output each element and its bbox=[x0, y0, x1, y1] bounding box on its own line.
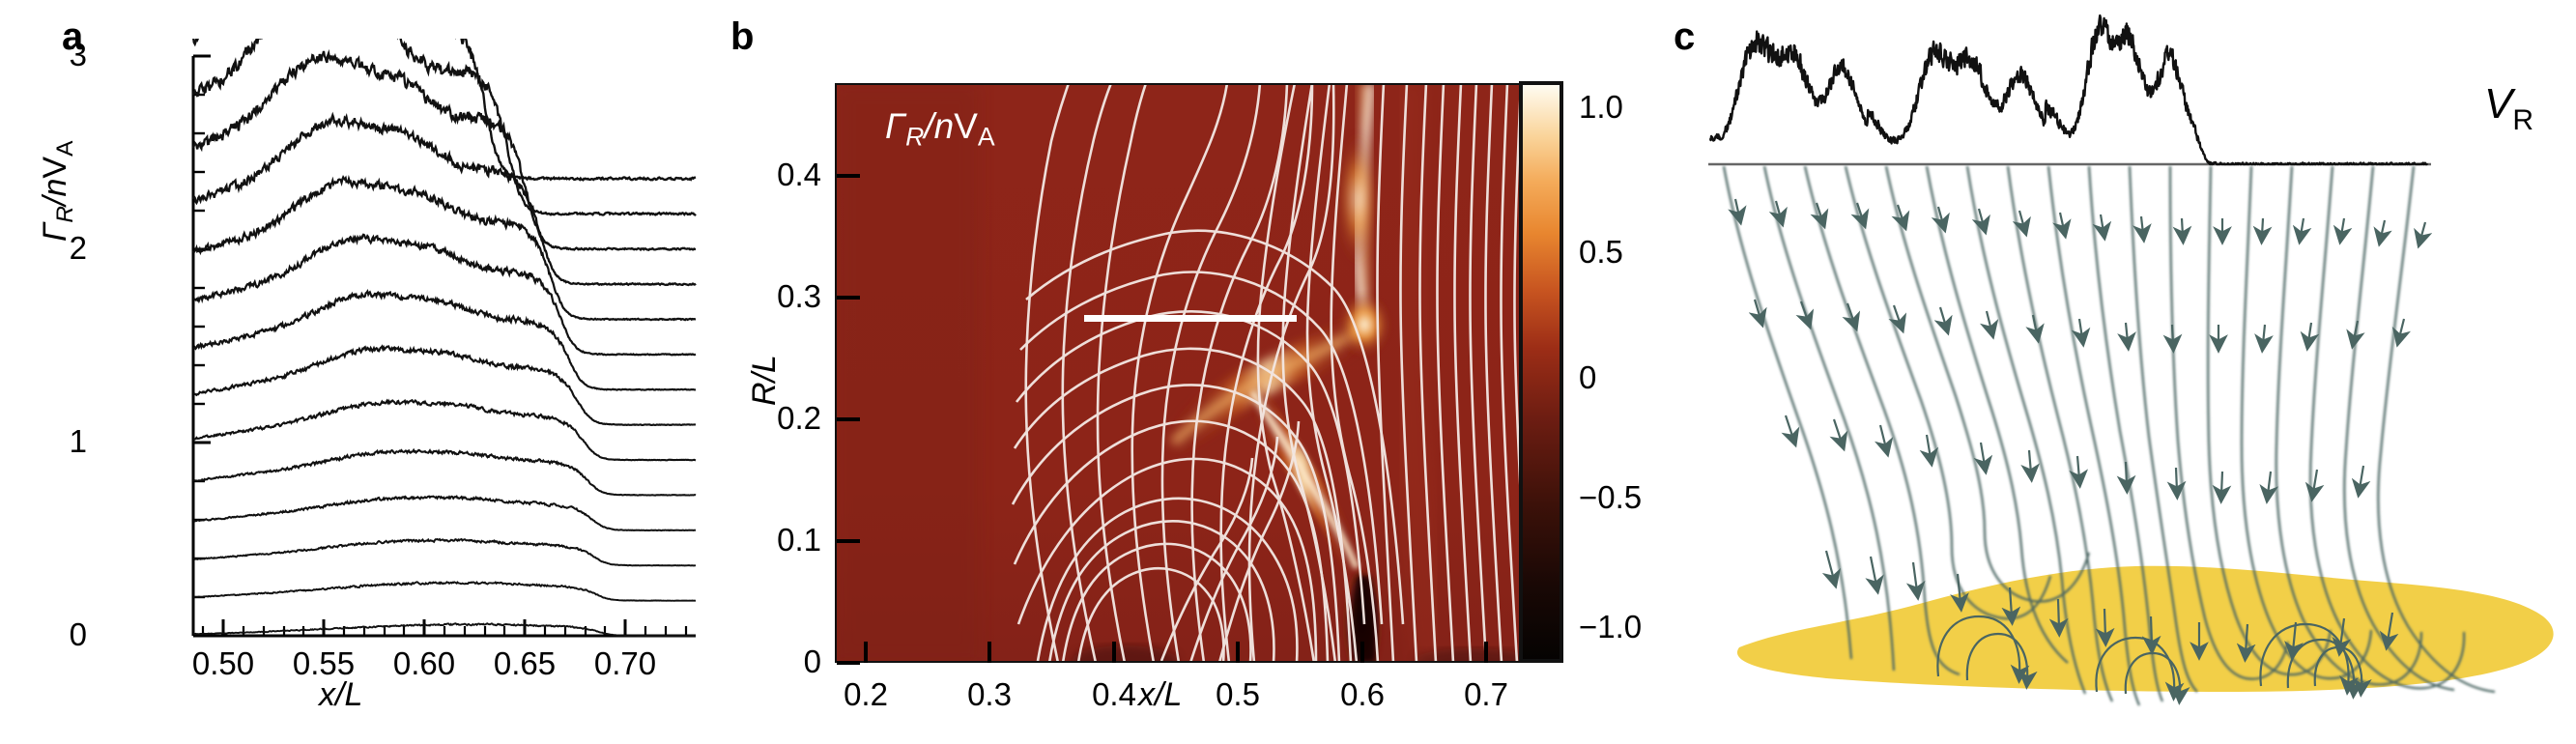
panel-b-xtick-3: 0.5 bbox=[1216, 676, 1260, 712]
panel-b-ytick-0: 0 bbox=[803, 644, 821, 679]
trace-8 bbox=[192, 289, 697, 391]
panel-b-x-axis-label: x/L bbox=[1138, 676, 1183, 713]
panel-a-xtick-2: 0.60 bbox=[392, 645, 456, 681]
panel-a-letter: a bbox=[62, 15, 84, 58]
vr-sub: R bbox=[2512, 104, 2533, 136]
panel-a-x-axis-label: x/L bbox=[319, 676, 363, 713]
panel-b-ytick-3: 0.3 bbox=[777, 278, 821, 314]
b-v: V bbox=[954, 106, 978, 146]
panel-b-xtick-5: 0.7 bbox=[1464, 676, 1508, 712]
b-n: /n bbox=[924, 106, 955, 146]
hot-filament-cusp bbox=[1240, 384, 1366, 571]
panel-a-xtick-3: 0.65 bbox=[493, 645, 557, 681]
panel-b-heatmap bbox=[835, 83, 1531, 663]
panel-a-ytick-2: 2 bbox=[69, 230, 87, 266]
panel-b-inset-label: ΓR/nVA bbox=[885, 106, 995, 152]
b-v-sub: A bbox=[977, 122, 995, 152]
panel-c-return-cells bbox=[1936, 615, 2372, 705]
panel-a-xtick-1: 0.55 bbox=[292, 645, 356, 681]
panel-c-vr-trace bbox=[1708, 14, 2429, 166]
trace-12 bbox=[191, 48, 697, 252]
trace-6 bbox=[192, 398, 697, 462]
y-v-sub: A bbox=[51, 140, 78, 157]
trace-9 bbox=[192, 233, 697, 357]
panel-a-xtick-0: 0.50 bbox=[191, 645, 255, 681]
b-gamma: Γ bbox=[885, 106, 906, 146]
panel-a-axes bbox=[191, 56, 696, 638]
panel-c-letter: c bbox=[1674, 15, 1696, 58]
hot-knot bbox=[1337, 292, 1391, 358]
trace-7 bbox=[192, 344, 697, 427]
hot-knot-upper bbox=[1338, 131, 1377, 267]
panel-b-y-axis-label: R/L bbox=[746, 355, 783, 406]
panel-b-ytick-4: 0.4 bbox=[777, 157, 821, 192]
hot-filament-diagonal bbox=[1161, 312, 1374, 455]
panel-b-cbtick-0: 1.0 bbox=[1579, 89, 1623, 125]
trace-13 bbox=[191, 39, 697, 216]
trace-2 bbox=[192, 580, 697, 602]
panel-b-xtick-4: 0.6 bbox=[1340, 676, 1385, 712]
panel-b-cbtick-3: −0.5 bbox=[1579, 479, 1643, 515]
y-v: V bbox=[37, 156, 73, 179]
colorbar-gradient bbox=[1519, 81, 1563, 663]
panel-a-ytick-3: 3 bbox=[69, 37, 87, 72]
panel-b-ytick-2: 0.2 bbox=[777, 400, 821, 436]
panel-b-ytick-1: 0.1 bbox=[777, 522, 821, 558]
trace-10 bbox=[192, 174, 697, 322]
panel-a-y-axis-label: ΓR/nVA bbox=[37, 141, 79, 242]
b-gamma-sub: R bbox=[905, 122, 925, 152]
panel-c-schematic: VR bbox=[1708, 14, 2554, 706]
panel-a-plot bbox=[191, 39, 697, 638]
trace-14 bbox=[192, 39, 697, 182]
panel-b-cbtick-4: −1.0 bbox=[1579, 609, 1643, 644]
vr-main: V bbox=[2484, 80, 2516, 128]
panel-c-flow-arrows bbox=[1728, 198, 2433, 663]
panel-b-cut-line bbox=[1084, 315, 1297, 322]
panel-a-ytick-1: 1 bbox=[69, 423, 87, 459]
panel-b-cbtick-2: 0 bbox=[1579, 359, 1597, 395]
panel-a-trace-group bbox=[191, 39, 697, 637]
trace-5 bbox=[192, 447, 697, 497]
trace-3 bbox=[192, 537, 697, 567]
panel-b-letter: b bbox=[730, 15, 755, 58]
panel-b-field bbox=[835, 83, 1531, 663]
panel-a-ytick-0: 0 bbox=[69, 616, 87, 652]
panel-c-vr-label: VR bbox=[2484, 80, 2533, 136]
panel-b-xtick-2: 0.4 bbox=[1092, 676, 1136, 712]
panel-b-xtick-1: 0.3 bbox=[967, 676, 1012, 712]
panel-b-contours bbox=[1011, 83, 1531, 663]
panel-b-cbtick-1: 0.5 bbox=[1579, 234, 1623, 270]
panel-b-xtick-0: 0.2 bbox=[844, 676, 888, 712]
trace-1 bbox=[192, 622, 696, 637]
panel-a-xtick-4: 0.70 bbox=[593, 645, 657, 681]
trace-11 bbox=[191, 111, 697, 287]
y-n: /n bbox=[37, 178, 73, 206]
panel-b-colorbar bbox=[1519, 81, 1563, 663]
y-gamma-sub: R bbox=[51, 205, 78, 223]
trace-4 bbox=[192, 495, 697, 532]
